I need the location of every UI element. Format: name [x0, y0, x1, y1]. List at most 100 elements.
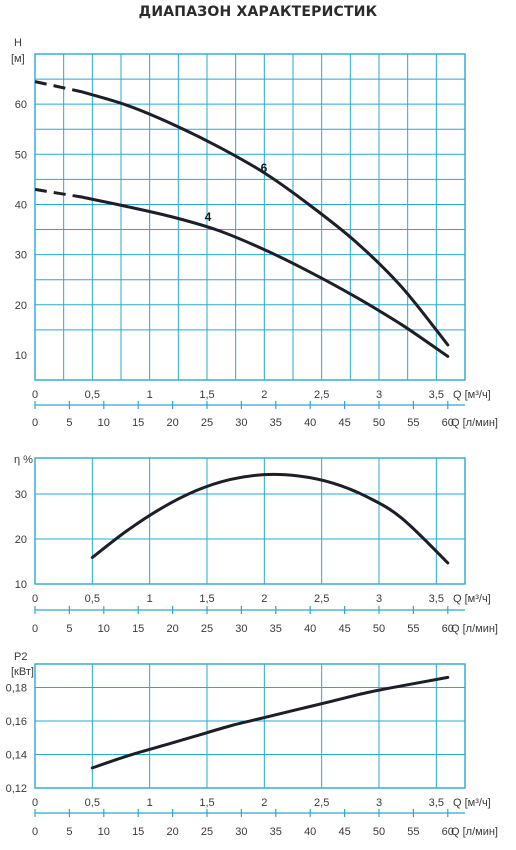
x2-tick-label: 50	[373, 623, 385, 635]
x2-tick-label: 55	[407, 826, 419, 838]
y-tick-label: 20	[15, 534, 27, 546]
x-tick-label: 2,5	[314, 797, 329, 809]
x-tick-label: 2,5	[314, 389, 329, 401]
x-tick-label: 2,5	[314, 593, 329, 605]
x2-tick-label: 40	[304, 623, 316, 635]
x2-tick-label: 35	[270, 417, 282, 429]
x2-tick-label: 30	[235, 826, 247, 838]
x2-tick-label: 40	[304, 417, 316, 429]
x2-axis-label: Q [л/мин]	[451, 623, 498, 635]
x-tick-label: 0,5	[85, 389, 100, 401]
x2-tick-label: 45	[338, 623, 350, 635]
x-tick-label: 3,5	[429, 389, 444, 401]
x2-tick-label: 35	[270, 623, 282, 635]
y-tick-label: 50	[15, 149, 27, 161]
x-tick-label: 1	[147, 389, 153, 401]
y-tick-label: 0,18	[6, 682, 27, 694]
x2-tick-label: 55	[407, 417, 419, 429]
x-tick-label: 0	[32, 797, 38, 809]
x2-tick-label: 20	[166, 826, 178, 838]
x2-tick-label: 20	[166, 417, 178, 429]
plot-frame	[34, 457, 466, 585]
x2-tick-label: 0	[32, 623, 38, 635]
y-axis-label: H	[14, 37, 22, 49]
y-tick-label: 20	[15, 300, 27, 312]
curve-4	[79, 195, 450, 358]
x2-tick-label: 15	[132, 417, 144, 429]
x-axis-label: Q [м³/ч]	[453, 593, 491, 605]
x-axis-label: Q [м³/ч]	[453, 389, 491, 401]
x-tick-label: 1,5	[199, 389, 214, 401]
x2-tick-label: 45	[338, 417, 350, 429]
y-axis-unit: [м]	[11, 53, 25, 65]
x2-tick-label: 50	[373, 826, 385, 838]
x2-tick-label: 50	[373, 417, 385, 429]
x-tick-label: 3	[376, 389, 382, 401]
x2-tick-label: 40	[304, 826, 316, 838]
x-tick-label: 2	[261, 593, 267, 605]
curve-dashed-6	[34, 80, 82, 94]
chart-panel-3: 0,12 0,14 0,16 0,18 P2 [кВт] 0 0,5 1 1,5 2 2,5 3 3,5 Q…	[6, 651, 498, 838]
x-tick-label: 0	[32, 389, 38, 401]
y-axis-unit: [кВт]	[11, 666, 34, 678]
x2-tick-label: 60	[442, 826, 454, 838]
x2-tick-label: 0	[32, 417, 38, 429]
plot-frame	[34, 53, 466, 381]
x2-tick-label: 35	[270, 826, 282, 838]
x-tick-label: 2	[261, 797, 267, 809]
y-tick-label: 10	[15, 350, 27, 362]
x-tick-label: 0,5	[85, 593, 100, 605]
curve-label-4: 4	[205, 210, 212, 224]
y-axis-label: P2	[14, 651, 27, 663]
x-tick-label: 0	[32, 593, 38, 605]
y-tick-label: 10	[15, 579, 27, 591]
x-tick-label: 1	[147, 797, 153, 809]
y-tick-label: 30	[15, 250, 27, 262]
x2-tick-label: 5	[66, 417, 72, 429]
x2-axis-label: Q [л/мин]	[451, 826, 498, 838]
x-tick-label: 2	[261, 389, 267, 401]
curve-label-6: 6	[261, 161, 268, 175]
x2-tick-label: 25	[201, 623, 213, 635]
chart-panel-2: 10 20 30 η % 0 0,5 1 1,5 2 2,5 3 3,5 Q [м³/ч] 0 5 10 15 2…	[14, 454, 498, 635]
x2-tick-label: 10	[98, 623, 110, 635]
y-tick-label: 0,16	[6, 716, 27, 728]
x2-tick-label: 55	[407, 623, 419, 635]
curve-2	[90, 472, 450, 565]
page-title: ДИАПАЗОН ХАРАКТЕРИСТИК	[138, 4, 378, 20]
x2-tick-label: 15	[132, 623, 144, 635]
curve-6	[79, 90, 450, 347]
y-tick-label: 30	[15, 489, 27, 501]
x2-tick-label: 5	[66, 623, 72, 635]
x2-tick-label: 30	[235, 623, 247, 635]
x2-tick-label: 15	[132, 826, 144, 838]
x-axis-label: Q [м³/ч]	[453, 797, 491, 809]
y-tick-label: 0,14	[6, 749, 27, 761]
x2-tick-label: 0	[32, 826, 38, 838]
x2-tick-label: 30	[235, 417, 247, 429]
x-tick-label: 1	[147, 593, 153, 605]
x2-axis-label: Q [л/мин]	[451, 417, 498, 429]
curve-3	[90, 675, 450, 770]
x-tick-label: 3,5	[429, 797, 444, 809]
y-tick-label: 40	[15, 199, 27, 211]
x2-tick-label: 10	[98, 826, 110, 838]
y-tick-label: 60	[15, 99, 27, 111]
x2-tick-label: 10	[98, 417, 110, 429]
x-tick-label: 3	[376, 797, 382, 809]
curve-dashed-4	[34, 187, 82, 199]
x2-tick-label: 25	[201, 417, 213, 429]
y-axis-label: η %	[14, 454, 33, 466]
x2-tick-label: 20	[166, 623, 178, 635]
plot-frame	[34, 663, 466, 789]
x2-tick-label: 60	[442, 623, 454, 635]
x-tick-label: 0,5	[85, 797, 100, 809]
x-tick-label: 3	[376, 593, 382, 605]
x2-tick-label: 25	[201, 826, 213, 838]
x-tick-label: 1,5	[199, 593, 214, 605]
y-tick-label: 0,12	[6, 783, 27, 795]
x2-tick-label: 60	[442, 417, 454, 429]
x2-tick-label: 45	[338, 826, 350, 838]
